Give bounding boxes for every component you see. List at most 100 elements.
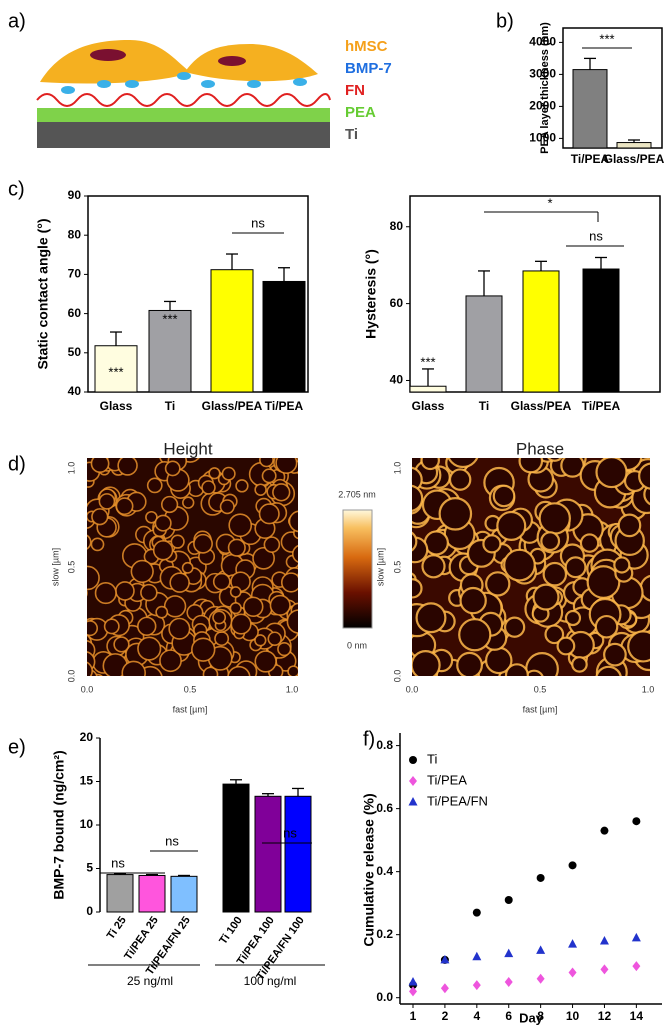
bar — [210, 269, 254, 393]
x-tick-label: Ti — [479, 399, 489, 413]
point — [568, 861, 577, 870]
afm-grain — [146, 446, 156, 456]
afm-grain — [90, 458, 110, 473]
afm-tick: 0.5 — [184, 684, 197, 694]
y-tick-label: 60 — [68, 306, 82, 320]
y-axis-label: BMP-7 bound (ng/cm²) — [51, 750, 67, 899]
afm-grain — [137, 616, 157, 637]
bar — [572, 69, 608, 149]
bar — [522, 270, 560, 393]
annotation: ns — [589, 228, 603, 243]
afm-grain — [458, 618, 492, 652]
afm-grain — [228, 513, 253, 538]
y-tick-label: 50 — [68, 345, 82, 359]
afm-grain — [280, 572, 298, 593]
afm-grain — [182, 496, 195, 509]
afm-grain — [201, 480, 216, 495]
afm-grain — [594, 614, 619, 639]
point — [631, 932, 641, 942]
afm-grain — [212, 610, 227, 625]
y-tick-label: 60 — [390, 296, 404, 310]
afm-grain — [412, 531, 418, 552]
point — [536, 973, 545, 984]
x-axis-label: Day — [519, 1010, 544, 1025]
y-axis-label: Static contact angle (°) — [35, 218, 51, 369]
afm-grain — [193, 533, 213, 554]
afm-grain — [145, 510, 158, 524]
bar — [616, 142, 652, 149]
afm-grain — [638, 462, 650, 490]
annotation: *** — [108, 364, 123, 379]
plot-frame — [87, 195, 309, 393]
afm-grain — [564, 609, 582, 627]
x-tick-label: 8 — [537, 1009, 544, 1023]
afm-grain — [261, 468, 277, 484]
afm-grain — [91, 508, 109, 526]
afm-grain — [288, 510, 298, 533]
afm-grain — [181, 561, 194, 574]
point — [632, 817, 641, 826]
afm-grain — [221, 466, 236, 481]
x-tick-label: 14 — [630, 1009, 644, 1023]
bar — [262, 280, 306, 393]
point — [568, 967, 577, 978]
afm-title: Height — [163, 439, 212, 458]
afm-grain — [235, 479, 249, 493]
afm-grain — [212, 572, 231, 591]
afm-grain — [169, 572, 190, 593]
afm-title: Phase — [516, 439, 564, 458]
afm-tick: 0.0 — [66, 670, 76, 683]
afm-grain — [482, 534, 502, 554]
x-tick-label: Glass — [412, 399, 445, 413]
afm-grain — [613, 556, 631, 574]
afm-grain — [294, 460, 298, 475]
afm-grain — [227, 665, 251, 676]
afm-grain — [254, 634, 267, 647]
afm-tick: 0.5 — [534, 684, 547, 694]
point — [472, 951, 482, 961]
afm-grain — [503, 616, 526, 638]
annotation: * — [547, 195, 552, 210]
afm-grain — [415, 602, 447, 634]
bar — [106, 874, 134, 913]
afm-grain — [524, 669, 544, 676]
x-tick-label: 10 — [566, 1009, 580, 1023]
afm-grain — [152, 540, 174, 561]
afm-grain — [140, 583, 158, 602]
panel-label: d) — [8, 453, 26, 475]
afm-grain — [117, 458, 138, 476]
afm-tick: 0.5 — [392, 561, 402, 574]
x-tick-label: 1 — [410, 1009, 417, 1023]
afm-grain — [208, 467, 221, 480]
y-tick-label: 0.4 — [376, 864, 393, 878]
point — [408, 976, 418, 986]
afm-grain — [170, 534, 185, 549]
afm-grain — [532, 583, 560, 611]
point — [600, 964, 609, 975]
afm-grain — [525, 652, 559, 676]
afm-grain — [137, 636, 162, 661]
schematic: hMSC BMP-7 FN PEA Ti — [36, 38, 392, 148]
afm-grain — [412, 484, 424, 512]
afm-tick: 1.0 — [642, 684, 655, 694]
afm-grain — [229, 586, 242, 598]
afm-grain — [571, 656, 588, 673]
afm-grain — [586, 565, 621, 599]
afm-grain — [420, 458, 440, 471]
x-tick-label: Glass/PEA — [511, 399, 572, 413]
afm-grain — [160, 495, 179, 514]
point — [472, 980, 481, 991]
nucleus — [90, 49, 126, 61]
afm-grain — [155, 605, 169, 619]
afm-tick: 0.5 — [66, 561, 76, 574]
colorbar — [342, 509, 373, 629]
afm-grain — [639, 574, 650, 602]
afm-grain — [272, 483, 291, 502]
point — [568, 939, 578, 948]
annotation: ns — [165, 833, 179, 848]
legend-label: Ti — [345, 126, 358, 143]
x-tick-label: Glass/PEA — [604, 152, 665, 166]
y-tick-label: 90 — [68, 188, 82, 202]
afm-grain — [263, 536, 281, 553]
